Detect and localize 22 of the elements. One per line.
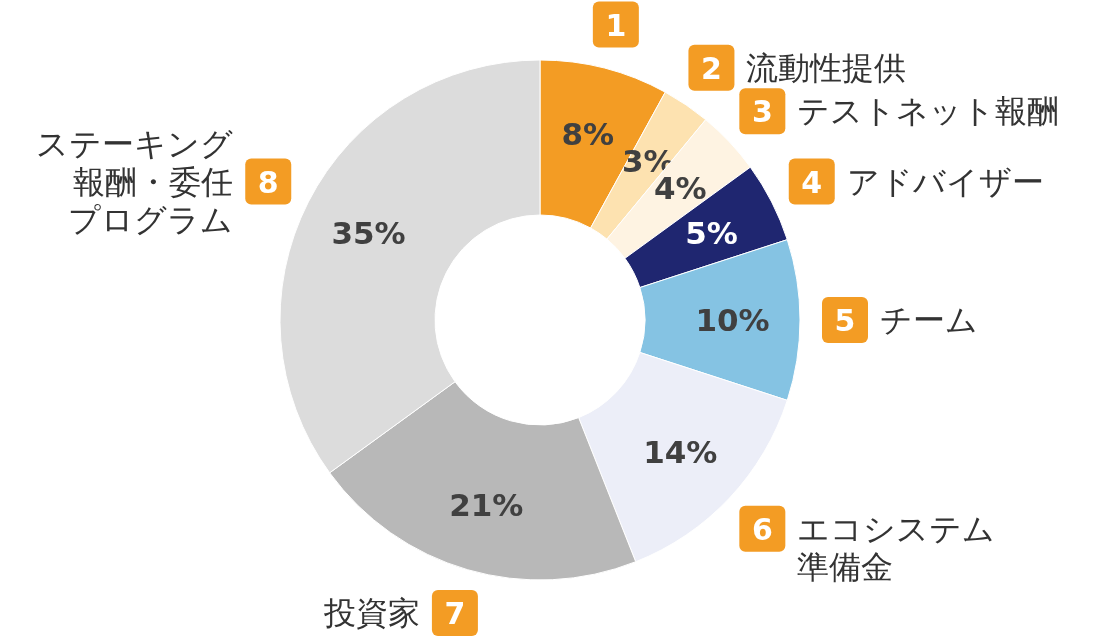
slice-label: ステーキング報酬・委任プログラム [36,124,234,239]
data-label: 4% [654,170,707,207]
slice-label: テストネット報酬 [797,92,1060,131]
data-label: 21% [449,486,524,523]
text: 4 [801,164,823,200]
slice-label: エコシステム準備金 [797,509,996,586]
data-label: 14% [643,433,718,470]
text: 5 [834,303,856,338]
slice-label: 流動性提供 [746,48,907,87]
text: 3 [751,94,773,130]
data-label: 35% [331,214,406,251]
data-label: 10% [695,302,770,338]
slice-label: チーム [880,301,978,339]
slice-label: 投資家 [322,593,420,632]
text: 8 [257,164,279,200]
slice-label: アドバイザー [846,162,1044,201]
text: 2 [701,50,722,86]
text: 7 [444,595,466,631]
text: 6 [751,511,773,547]
text: 1 [605,7,627,43]
data-label: 5% [685,214,738,251]
data-label: 8% [561,115,615,152]
